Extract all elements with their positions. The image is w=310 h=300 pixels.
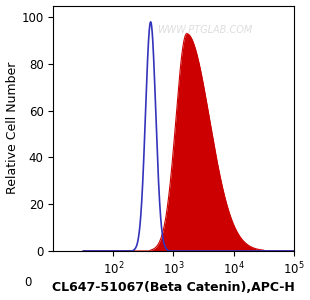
Text: WWW.PTGLAB.COM: WWW.PTGLAB.COM bbox=[157, 25, 252, 35]
X-axis label: CL647-51067(Beta Catenin),APC-H: CL647-51067(Beta Catenin),APC-H bbox=[52, 281, 295, 294]
Y-axis label: Relative Cell Number: Relative Cell Number bbox=[6, 62, 19, 194]
Text: 0: 0 bbox=[24, 276, 32, 289]
